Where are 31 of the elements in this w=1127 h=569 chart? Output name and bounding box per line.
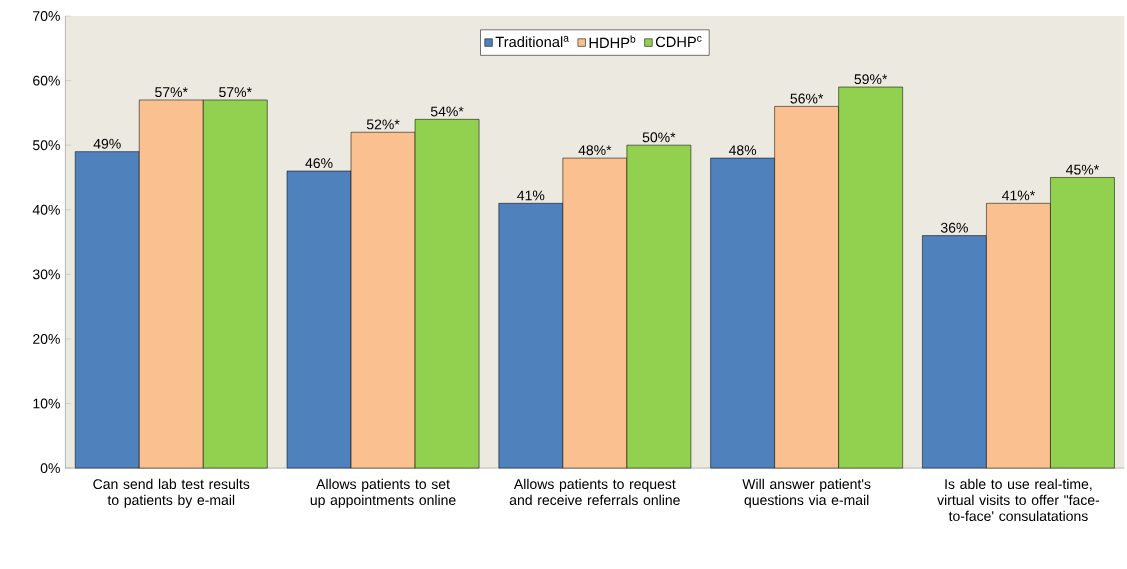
data-label: 59%* [854, 73, 888, 84]
data-label: 54%* [430, 106, 464, 117]
y-tick-label: 10% [33, 398, 60, 409]
data-label: 45%* [1066, 164, 1099, 175]
data-label: 52%* [366, 119, 400, 130]
data-label: 49% [93, 138, 121, 149]
data-label: 46% [305, 157, 333, 168]
data-label: 57%* [155, 86, 188, 97]
y-tick-label: 30% [32, 269, 60, 280]
y-tick-label: 60% [33, 75, 60, 86]
data-label: 48%* [578, 145, 612, 155]
x-tick-label: Can send lab test results to patients by e-mail [93, 478, 250, 508]
x-tick-label: Allows patients to request and receive referrals online [509, 478, 680, 505]
y-tick-label: 50% [32, 139, 60, 150]
data-label: 57%* [219, 86, 252, 97]
data-label: 36% [940, 222, 968, 233]
data-label: 41% [517, 190, 545, 201]
legend-label: CDHP$^{c}$ [655, 35, 702, 47]
y-tick-label: 0% [40, 462, 60, 473]
y-tick-label: 70% [33, 10, 60, 21]
legend-label: Traditional$^{a}$ [495, 35, 569, 47]
data-label: 56%* [790, 93, 824, 104]
data-label: 50%* [642, 132, 676, 143]
y-tick-label: 20% [33, 333, 60, 344]
x-tick-label: Allows patients to set up appointments online [310, 478, 456, 508]
data-label: 41%* [1002, 190, 1035, 201]
y-tick-label: 40% [32, 204, 60, 215]
x-tick-label: Is able to use real-time, virtual visits to offer "face-to-face' consulatations [937, 478, 1100, 521]
legend-label: HDHP$^{b}$ [589, 34, 636, 48]
x-tick-label: Will answer patient's questions via e-mail [742, 478, 871, 508]
data-label: 48% [728, 145, 757, 155]
